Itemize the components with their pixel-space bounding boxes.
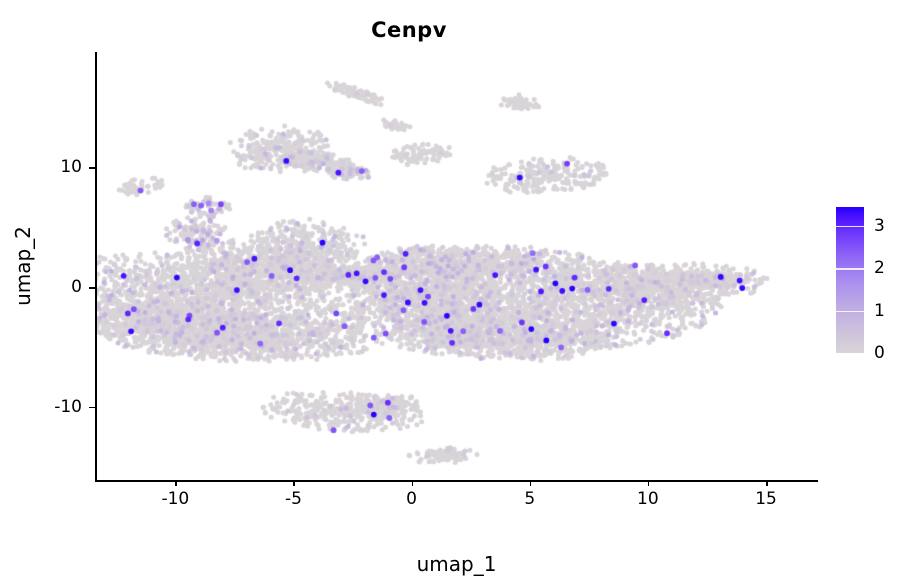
y-tick-label: -10: [54, 396, 82, 417]
y-axis-label: umap_2: [11, 226, 35, 306]
x-tick-label: 15: [755, 489, 777, 509]
axis-spine-bottom: [95, 480, 818, 482]
colorbar-tick-label: 2: [874, 258, 885, 279]
x-tick-mark: [529, 480, 532, 486]
colorbar-tick-mark: [836, 226, 864, 228]
x-tick-mark: [647, 480, 650, 486]
colorbar-tick-label: 1: [874, 300, 885, 321]
axis-spine-left: [95, 52, 97, 480]
x-axis-label: umap_1: [416, 552, 497, 576]
colorbar-tick-label: 0: [874, 343, 885, 363]
x-tick-label: 5: [524, 489, 536, 509]
umap-feature-plot-figure: Cenpv -10 -5 0 5 10 15 10 0 -10 umap_1 umap_2 0…: [11, 18, 911, 576]
scatter-canvas: [95, 52, 818, 480]
scatter-plot-area[interactable]: [95, 52, 818, 480]
x-tick-label: -5: [284, 489, 302, 509]
x-tick-label: 10: [637, 489, 659, 509]
y-tick-label: 0: [71, 276, 82, 297]
x-tick-mark: [175, 480, 177, 486]
colorbar-tick-label: 3: [874, 216, 885, 237]
colorbar-tick-mark: [836, 268, 864, 270]
page-title: Cenpv: [371, 18, 447, 42]
x-tick-mark: [293, 480, 296, 486]
y-tick-mark: [89, 286, 95, 289]
y-tick-mark: [89, 406, 95, 409]
y-tick-mark: [89, 167, 95, 169]
x-tick-label: -10: [161, 489, 190, 509]
colorbar: 0 1 2 3: [836, 207, 911, 363]
colorbar-gradient: [836, 207, 864, 353]
y-tick-label: 10: [60, 157, 82, 178]
x-tick-mark: [766, 480, 768, 486]
colorbar-tick-mark: [836, 310, 864, 313]
x-tick-label: 0: [406, 489, 418, 509]
plot-axes: -10 -5 0 5 10 15 10 0 -10 umap_1 umap_2: [11, 52, 818, 576]
x-tick-mark: [411, 480, 414, 486]
